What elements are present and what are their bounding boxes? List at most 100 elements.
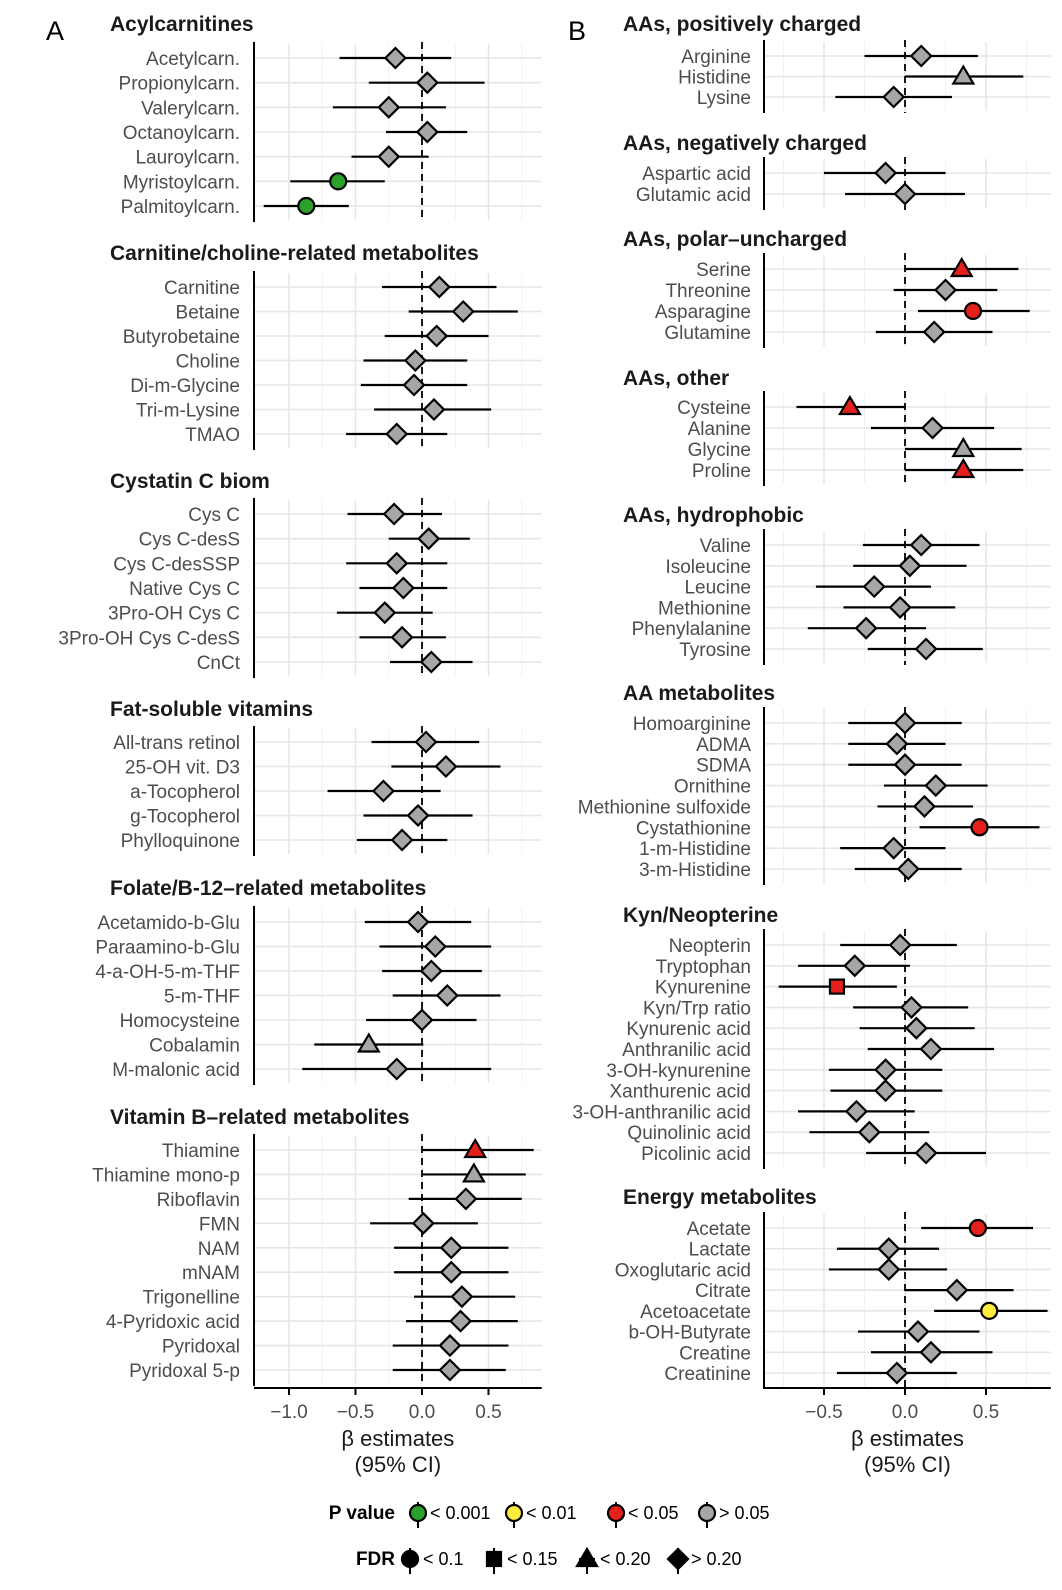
row-label: Cys C-desSSP [113,554,240,575]
row-label: Betaine [176,303,240,324]
point-estimate [874,1079,898,1103]
group-title: AAs, hydrophobic [623,504,804,527]
point-estimate [454,1187,478,1211]
x-tick-label: 0.5 [973,1402,999,1423]
group-title: Kyn/Neopterine [623,904,778,927]
point-estimate [419,650,443,674]
panel-b-plot: AAs, positively charged ArginineHistidine… [573,13,1051,1477]
point-estimate [893,711,917,735]
row-label: Valerylcarn. [141,98,240,119]
row-label: NAM [198,1239,240,1260]
legend-fdr-label: < 0.20 [600,1549,651,1569]
row-label: Creatinine [664,1364,751,1385]
point-estimate [924,774,948,798]
legend-fdr-label: < 0.15 [507,1549,558,1569]
x-tick-label: 0.5 [475,1402,501,1423]
row-label: Picolinic acid [641,1144,751,1165]
row-label: g-Tocopherol [130,807,240,828]
point-estimate [919,1037,943,1061]
group-title: Carnitine/choline-related metabolites [110,242,479,265]
group-title: AAs, other [623,367,729,390]
row-label: Phylloquinone [121,831,240,852]
point-estimate [882,85,906,109]
row-label: 3-OH-kynurenine [606,1061,751,1082]
row-label: FMN [199,1214,240,1235]
point-estimate [438,1358,462,1382]
point-estimate [837,394,862,416]
point-estimate [857,1120,881,1144]
row-label: Valine [700,536,751,557]
legend-p-swatch [504,1503,524,1523]
point-estimate [461,1162,486,1183]
legend-fdr-swatch [666,1547,690,1571]
row-label: Homocysteine [120,1011,240,1032]
point-estimate [882,836,906,860]
point-estimate [329,172,348,191]
point-estimate [406,803,430,828]
point-estimate [951,457,976,479]
legend-fdr-title: FDR [356,1549,395,1570]
row-label: Aspartic acid [642,164,751,185]
x-tick-label: −0.5 [805,1402,843,1423]
legend-fdr-label: < 0.1 [423,1549,464,1569]
row-label: Pyridoxal 5-p [129,1361,240,1382]
point-estimate [888,595,912,619]
point-estimate [963,301,983,321]
row-label: Acetate [687,1219,751,1240]
row-label: Methionine [658,598,751,619]
point-estimate [904,1016,928,1040]
point-estimate [874,1058,898,1082]
row-label: Leucine [684,578,751,599]
point-estimate [463,1137,488,1159]
point-estimate [896,857,920,881]
row-label: b-OH-Butyrate [629,1323,751,1344]
row-label: Homoarginine [633,714,751,735]
row-label: 3Pro-OH Cys C [108,604,240,625]
row-label: Serine [696,260,751,281]
point-estimate [377,145,401,169]
row-label: Histidine [678,68,751,89]
point-estimate [385,1057,409,1081]
group-title: AAs, polar–uncharged [623,228,847,251]
row-label: Choline [176,352,240,373]
legend-p-label: < 0.01 [526,1503,577,1523]
legend-fdr-swatch [485,1550,503,1568]
row-label: Thiamine [162,1141,240,1162]
row-label: Asparagine [655,302,751,323]
point-estimate [914,1141,938,1165]
point-estimate [417,527,441,551]
point-estimate [862,575,886,599]
group-title: Fat-soluble vitamins [110,698,313,721]
row-label: Palmitoylcarn. [121,197,240,218]
row-label: Creatine [679,1343,751,1364]
point-estimate [390,828,414,852]
row-label: Pyridoxal [162,1337,240,1358]
point-estimate [410,1008,434,1032]
point-estimate [425,324,449,348]
x-axis-title: β estimates [851,1426,964,1451]
point-estimate [970,818,989,837]
x-tick-label: −1.0 [270,1402,308,1423]
legend-p-label: < 0.05 [628,1503,679,1523]
point-estimate [909,533,933,557]
x-axis-title: (95% CI) [864,1452,951,1477]
panel-label-a: A [46,16,64,46]
point-estimate [922,320,946,344]
row-label: Di-m-Glycine [130,376,240,397]
point-estimate [885,732,909,756]
row-label: Cystathionine [636,818,751,839]
row-label: All-trans retinol [113,733,240,754]
point-estimate [949,256,974,278]
row-label: Trigonelline [142,1288,240,1309]
row-label: Kynurenic acid [626,1019,751,1040]
x-axis-title: (95% CI) [354,1452,441,1477]
point-estimate [422,397,446,422]
row-label: TMAO [185,425,240,446]
row-label: mNAM [182,1263,240,1284]
row-label: Tyrosine [679,640,751,661]
row-label: Tri-m-Lysine [136,401,240,422]
point-estimate [912,794,936,818]
row-label: Myristoylcarn. [123,172,240,193]
row-label: Oxoglutaric acid [615,1260,751,1281]
point-estimate [385,422,409,446]
